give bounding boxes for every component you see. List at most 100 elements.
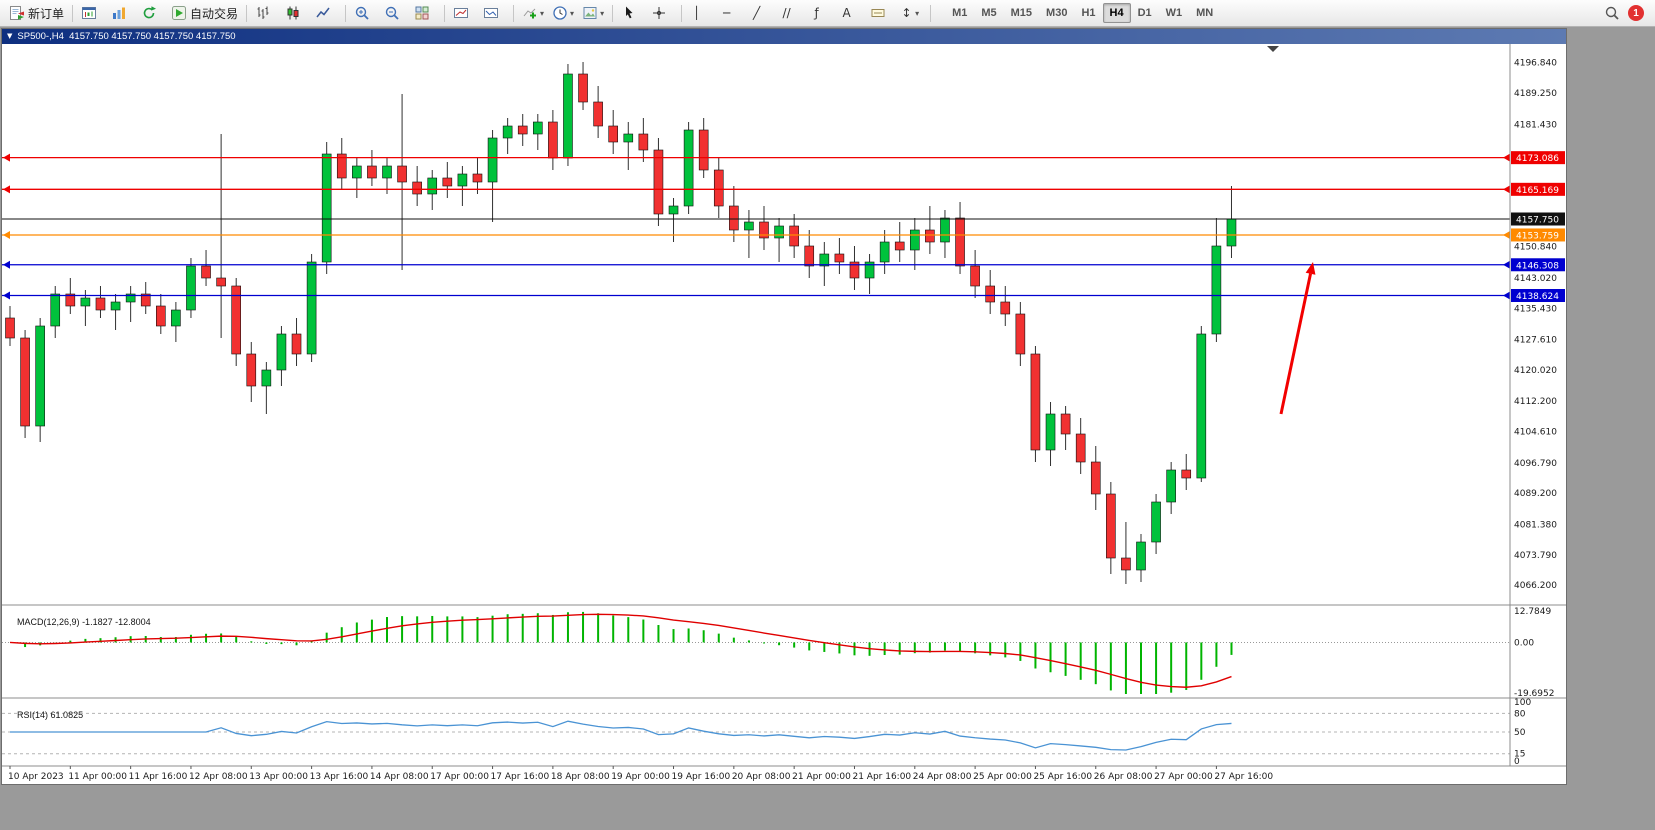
chart-window-titlebar[interactable]: ▼ SP500-,H4 4157.750 4157.750 4157.750 4… <box>2 29 1566 44</box>
zoom-out-icon <box>385 6 399 20</box>
text-label-tool-button[interactable] <box>866 1 896 25</box>
horizontal-line-tool-button[interactable]: ─ <box>716 1 746 25</box>
svg-text:10 Apr 2023: 10 Apr 2023 <box>8 772 64 782</box>
notification-badge[interactable]: 1 <box>1628 5 1644 21</box>
svg-text:4157.750: 4157.750 <box>1516 216 1559 226</box>
autotrading-button[interactable]: 自动交易 <box>167 1 242 25</box>
svg-text:13 Apr 16:00: 13 Apr 16:00 <box>310 772 369 782</box>
timeframe-m5[interactable]: M5 <box>981 7 997 19</box>
search-icon[interactable] <box>1604 5 1620 21</box>
vertical-line-icon: │ <box>692 6 701 20</box>
text-tool-icon: A <box>842 6 851 20</box>
cascade-windows-button[interactable] <box>479 1 509 25</box>
toolbar-separator <box>513 4 515 22</box>
svg-text:21 Apr 16:00: 21 Apr 16:00 <box>852 772 911 782</box>
svg-text:4181.430: 4181.430 <box>1514 120 1557 130</box>
svg-text:4104.610: 4104.610 <box>1514 428 1557 438</box>
line-chart-icon <box>316 7 330 18</box>
chart-window-title: SP500-,H4 4157.750 4157.750 4157.750 415… <box>17 31 236 42</box>
zoom-in-button[interactable] <box>350 1 380 25</box>
fibonacci-icon: ƒ <box>814 6 819 20</box>
svg-text:12 Apr 08:00: 12 Apr 08:00 <box>189 772 248 782</box>
svg-text:12.7849: 12.7849 <box>1514 607 1551 617</box>
toolbar-separator <box>72 4 74 22</box>
svg-text:50: 50 <box>1514 728 1526 738</box>
clock-icon <box>553 6 567 20</box>
window-menu-icon[interactable]: ▼ <box>7 32 13 40</box>
svg-text:4089.200: 4089.200 <box>1514 489 1557 499</box>
timeframe-m1[interactable]: M1 <box>952 7 968 19</box>
bar-chart-mode-button[interactable] <box>251 1 281 25</box>
market-watch-button[interactable] <box>77 1 107 25</box>
line-chart-mode-button[interactable] <box>311 1 341 25</box>
timeframe-w1[interactable]: W1 <box>1165 7 1183 19</box>
navigator-button[interactable] <box>107 1 137 25</box>
candle-chart-mode-button[interactable] <box>281 1 311 25</box>
trendline-tool-button[interactable]: ╱ <box>746 1 776 25</box>
templates-button[interactable]: ▾ <box>578 1 608 25</box>
svg-text:13 Apr 00:00: 13 Apr 00:00 <box>249 772 308 782</box>
candlestick-icon <box>287 6 299 20</box>
new-order-button[interactable]: 新订单 <box>5 1 68 25</box>
template-picture-icon <box>583 7 597 19</box>
toolbar-separator <box>930 4 932 22</box>
cascade-windows-icon <box>484 8 499 18</box>
channel-tool-button[interactable]: // <box>776 1 806 25</box>
price-chart[interactable]: 4173.086 4165.169 4157.750 4153.759 4146.308… <box>2 44 1566 784</box>
arrange-windows-icon <box>454 8 469 18</box>
cursor-icon <box>626 6 633 19</box>
macd-label: MACD(12,26,9) -1.1827 -12.8004 <box>7 607 151 637</box>
timeframe-m30[interactable]: M30 <box>1046 7 1068 19</box>
macd-signal-value: -12.8004 <box>115 617 151 627</box>
horizontal-line-icon: ─ <box>722 6 731 20</box>
arrows-tool-button[interactable]: ↕ ▾ <box>896 1 926 25</box>
svg-text:4135.430: 4135.430 <box>1514 304 1557 314</box>
svg-text:4138.624: 4138.624 <box>1516 292 1559 302</box>
zoom-in-icon <box>355 6 369 20</box>
svg-text:4153.759: 4153.759 <box>1516 231 1559 241</box>
svg-text:4196.840: 4196.840 <box>1514 59 1557 69</box>
svg-text:17 Apr 00:00: 17 Apr 00:00 <box>430 772 489 782</box>
trendline-icon: ╱ <box>752 6 761 20</box>
chart-window-icon <box>82 7 97 19</box>
tile-windows-button[interactable] <box>410 1 440 25</box>
dropdown-caret-icon: ▾ <box>540 8 545 18</box>
indicators-button[interactable]: ▾ <box>518 1 548 25</box>
svg-text:11 Apr 16:00: 11 Apr 16:00 <box>129 772 188 782</box>
timeframe-m15[interactable]: M15 <box>1010 7 1033 19</box>
arrows-tool-icon: ↕ <box>901 6 912 20</box>
toolbar-separator <box>612 4 614 22</box>
timeframe-d1[interactable]: D1 <box>1137 7 1152 19</box>
periods-button[interactable]: ▾ <box>548 1 578 25</box>
arrange-windows-button[interactable] <box>449 1 479 25</box>
timeframe-h4[interactable]: H4 <box>1102 3 1131 23</box>
fibonacci-tool-button[interactable]: ƒ <box>806 1 836 25</box>
svg-text:24 Apr 08:00: 24 Apr 08:00 <box>913 772 972 782</box>
dropdown-caret-icon: ▾ <box>915 8 920 18</box>
svg-text:19 Apr 16:00: 19 Apr 16:00 <box>672 772 731 782</box>
svg-text:27 Apr 16:00: 27 Apr 16:00 <box>1214 772 1273 782</box>
svg-text:14 Apr 08:00: 14 Apr 08:00 <box>370 772 429 782</box>
cursor-tool-button[interactable] <box>617 1 647 25</box>
svg-text:21 Apr 00:00: 21 Apr 00:00 <box>792 772 851 782</box>
bar-stats-icon <box>113 7 126 19</box>
svg-text:4066.200: 4066.200 <box>1514 581 1557 591</box>
rsi-name: RSI(14) <box>17 710 49 720</box>
svg-text:4143.020: 4143.020 <box>1514 274 1557 284</box>
vertical-line-tool-button[interactable]: │ <box>686 1 716 25</box>
svg-text:-19.6952: -19.6952 <box>1514 689 1554 699</box>
terminal-button[interactable] <box>137 1 167 25</box>
zoom-out-button[interactable] <box>380 1 410 25</box>
svg-text:4165.169: 4165.169 <box>1516 186 1559 196</box>
text-label-icon <box>871 9 885 17</box>
timeframe-h1[interactable]: H1 <box>1081 7 1096 19</box>
timeframe-mn[interactable]: MN <box>1196 7 1214 19</box>
toolbar-separator <box>444 4 446 22</box>
crosshair-tool-button[interactable] <box>647 1 677 25</box>
svg-text:4173.086: 4173.086 <box>1516 154 1559 164</box>
chart-window[interactable]: ▼ SP500-,H4 4157.750 4157.750 4157.750 4… <box>1 28 1567 785</box>
crosshair-icon <box>653 7 666 19</box>
macd-name: MACD(12,26,9) <box>17 617 80 627</box>
text-tool-button[interactable]: A <box>836 1 866 25</box>
